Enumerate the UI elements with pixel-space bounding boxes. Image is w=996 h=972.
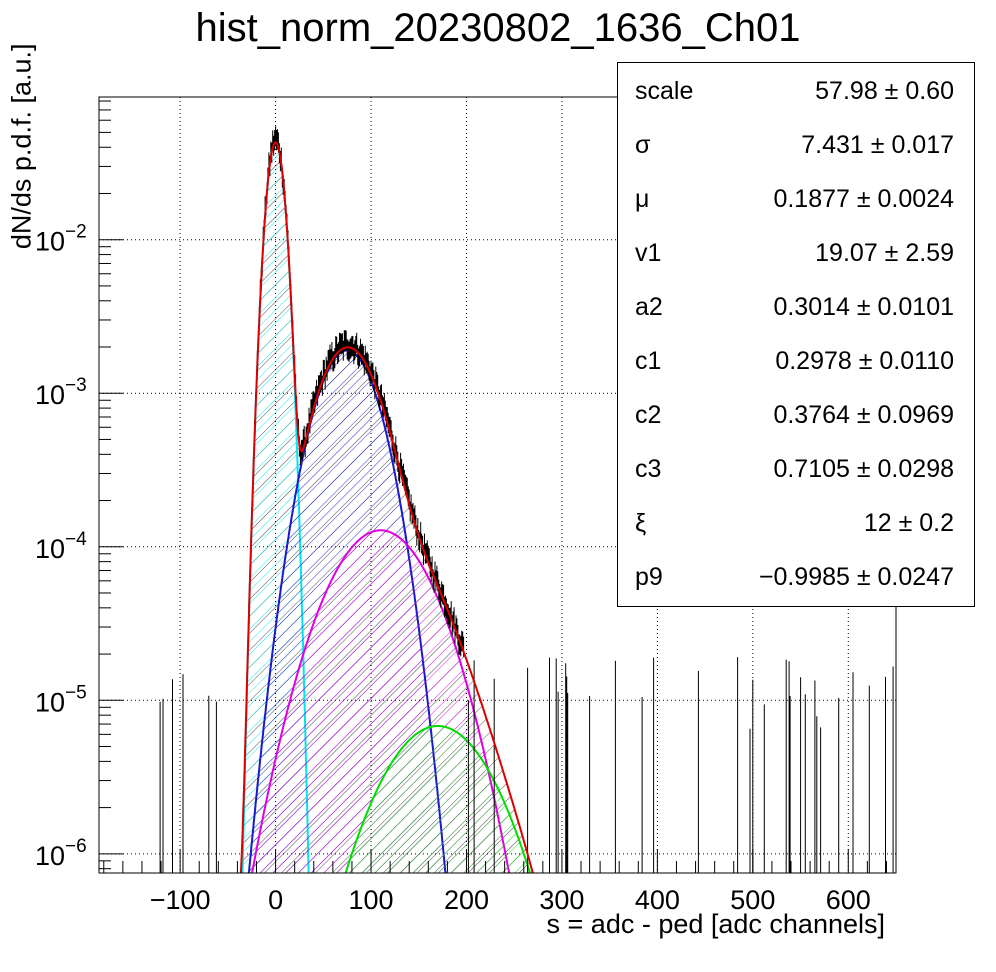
fit-param-value: 0.3764 ± 0.0969 bbox=[773, 401, 954, 429]
fit-param-value: 12 ± 0.2 bbox=[863, 509, 954, 537]
fit-param-row: μ 0.1877 ± 0.0024 bbox=[618, 171, 974, 225]
total-fit-curve bbox=[239, 141, 534, 873]
fit-param-row: v1 19.07 ± 2.59 bbox=[618, 225, 974, 279]
fit-param-name: v1 bbox=[635, 239, 662, 267]
fit-param-name: c3 bbox=[635, 455, 662, 483]
fit-param-name: μ bbox=[635, 185, 650, 213]
component-4-curve bbox=[344, 725, 532, 873]
y-tick-label: 10−3 bbox=[35, 375, 87, 410]
fit-param-row: a2 0.3014 ± 0.0101 bbox=[618, 279, 974, 333]
chart-title: hist_norm_20230802_1636_Ch01 bbox=[195, 6, 801, 50]
component-4-area bbox=[174, 726, 702, 873]
fit-param-name: c1 bbox=[635, 347, 662, 375]
y-tick-label: 10−4 bbox=[35, 529, 87, 564]
plot-area bbox=[140, 126, 894, 873]
x-tick-label: 300 bbox=[539, 885, 584, 915]
fit-param-row: c1 0.2978 ± 0.0110 bbox=[618, 333, 974, 387]
component-3-area bbox=[140, 530, 622, 873]
fit-param-value: 0.7105 ± 0.0298 bbox=[773, 455, 954, 483]
fit-param-row: σ 7.431 ± 0.017 bbox=[618, 117, 974, 171]
fit-param-value: 0.1877 ± 0.0024 bbox=[773, 185, 954, 213]
fit-param-value: 7.431 ± 0.017 bbox=[801, 131, 954, 159]
fit-param-name: p9 bbox=[635, 563, 663, 591]
x-tick-label: −100 bbox=[150, 885, 211, 915]
fit-param-row: scale 57.98 ± 0.60 bbox=[618, 63, 974, 117]
fit-param-row: c2 0.3764 ± 0.0969 bbox=[618, 387, 974, 441]
fit-param-name: σ bbox=[635, 131, 651, 159]
x-tick-label: 400 bbox=[635, 885, 680, 915]
fit-param-value: 19.07 ± 2.59 bbox=[815, 239, 954, 267]
component-3-curve bbox=[251, 529, 511, 873]
x-tick-label: 0 bbox=[268, 885, 283, 915]
x-tick-label: 500 bbox=[730, 885, 775, 915]
y-tick-label: 10−2 bbox=[35, 222, 87, 257]
fit-param-row: p9 −0.9985 ± 0.0247 bbox=[618, 549, 974, 603]
x-tick-label: 600 bbox=[826, 885, 871, 915]
fit-param-name: a2 bbox=[635, 293, 663, 321]
fit-param-value: −0.9985 ± 0.0247 bbox=[758, 563, 954, 591]
fit-param-name: scale bbox=[635, 77, 694, 105]
fit-param-row: ξ 12 ± 0.2 bbox=[618, 495, 974, 549]
y-tick-label: 10−6 bbox=[35, 836, 87, 871]
fit-param-value: 0.3014 ± 0.0101 bbox=[773, 293, 954, 321]
fit-param-row: c3 0.7105 ± 0.0298 bbox=[618, 441, 974, 495]
x-tick-label: 200 bbox=[444, 885, 489, 915]
x-axis-label: s = adc - ped [adc channels] bbox=[546, 909, 885, 939]
fit-param-name: c2 bbox=[635, 401, 662, 429]
fit-param-value: 0.2978 ± 0.0110 bbox=[775, 347, 954, 375]
y-tick-label: 10−5 bbox=[35, 682, 87, 717]
fit-parameters-box: scale 57.98 ± 0.60 σ 7.431 ± 0.017 μ 0.1877 ±… bbox=[617, 62, 975, 607]
y-axis-label: dN/ds p.d.f. [a.u.] bbox=[6, 43, 37, 250]
x-tick-label: 100 bbox=[348, 885, 393, 915]
fit-param-value: 57.98 ± 0.60 bbox=[815, 77, 954, 105]
fit-param-name: ξ bbox=[635, 509, 647, 537]
